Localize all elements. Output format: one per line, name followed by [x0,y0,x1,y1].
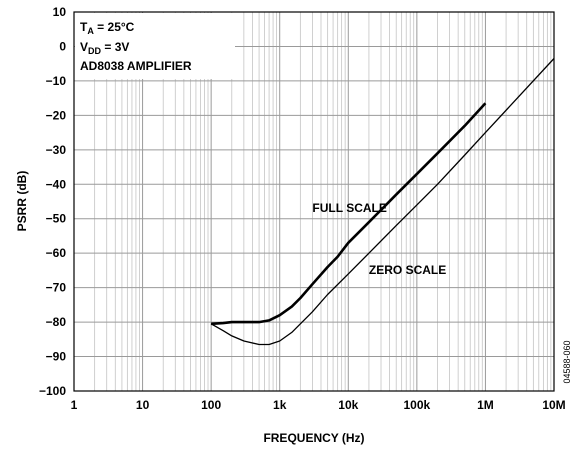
y-tick-label: −30 [46,143,67,157]
y-tick-label: −50 [46,212,67,226]
x-tick-label: 100 [201,398,221,412]
x-tick-label: 10k [338,398,358,412]
x-tick-label: 1 [71,398,78,412]
x-tick-label: 1k [273,398,287,412]
y-tick-label: −90 [46,350,67,364]
plot-frame [73,11,555,392]
y-tick-label: 0 [59,39,66,53]
ta-main: T [80,20,88,34]
y-tick-label: −80 [46,315,67,329]
y-axis-label: PSRR (dB) [15,171,29,232]
vdd-subscript: DD [88,46,101,56]
figure-id: 04588-060 [562,340,572,383]
conditions-box [75,13,235,79]
series-label-zero-scale: ZERO SCALE [369,263,446,277]
ta-value: = 25°C [94,20,135,34]
condition-ta: TA = 25°C [80,20,135,36]
y-tick-label: −60 [46,246,67,260]
y-tick-label: −70 [46,281,67,295]
y-tick-label: −10 [46,74,67,88]
y-tick-label: −20 [46,108,67,122]
x-axis-label: FREQUENCY (Hz) [263,431,364,445]
y-tick-label: −40 [46,177,67,191]
series-line-full-scale [211,102,487,326]
x-tick-label: 10 [136,398,150,412]
y-tick-label: −100 [39,384,66,398]
ta-subscript: A [87,26,94,36]
x-tick-label: 1M [477,398,494,412]
series-line-zero-scale [210,58,555,346]
x-tick-label: 10M [542,398,565,412]
series-label-full-scale: FULL SCALE [312,201,386,215]
y-tick-label: 10 [53,5,67,19]
x-tick-label: 100k [404,398,431,412]
vdd-main: V [80,40,88,54]
series-layer: FULL SCALE ZERO SCALE [210,58,555,346]
vdd-value: = 3V [101,40,129,54]
condition-vdd: VDD = 3V [80,40,129,56]
tick-labels: 1 10 100 1k 10k 100k 1M 10M100−10−20−30−40−50−6… [39,5,566,412]
condition-amplifier: AD8038 AMPLIFIER [80,59,192,73]
